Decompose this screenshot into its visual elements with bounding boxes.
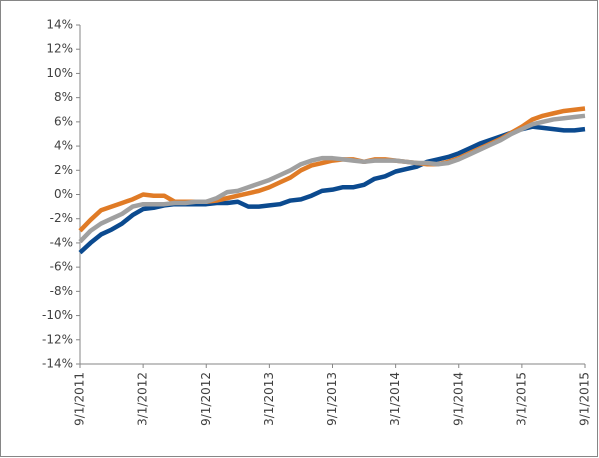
y-tick-label: 12% <box>46 42 73 56</box>
y-tick-label: 4% <box>54 139 73 153</box>
x-tick-label: 9/1/2014 <box>451 372 465 426</box>
y-tick-label: -8% <box>50 284 73 298</box>
y-tick-label: -4% <box>50 235 73 249</box>
y-tick-label: 2% <box>54 163 73 177</box>
series-line <box>78 113 586 244</box>
y-tick-label: -10% <box>42 308 73 322</box>
x-tick-label: 3/1/2014 <box>388 372 402 426</box>
x-tick-label: 3/1/2012 <box>136 372 150 426</box>
y-tick-label: -6% <box>50 260 73 274</box>
y-tick-label: 6% <box>54 114 73 128</box>
x-tick-label: 9/1/2015 <box>578 372 592 426</box>
x-tick-label: 9/1/2013 <box>325 372 339 426</box>
y-tick-label: 8% <box>54 90 73 104</box>
x-tick-label: 3/1/2013 <box>262 372 276 426</box>
x-tick-label: 9/1/2011 <box>73 372 87 426</box>
y-tick-label: 0% <box>54 187 73 201</box>
y-tick-label: -12% <box>42 332 73 346</box>
x-tick-label: 3/1/2015 <box>514 372 528 426</box>
y-tick-label: 14% <box>46 18 73 32</box>
x-tick-label: 9/1/2012 <box>199 372 213 426</box>
y-tick-label: -2% <box>50 211 73 225</box>
y-tick-label: 10% <box>46 66 73 80</box>
y-tick-label: -14% <box>42 357 73 371</box>
